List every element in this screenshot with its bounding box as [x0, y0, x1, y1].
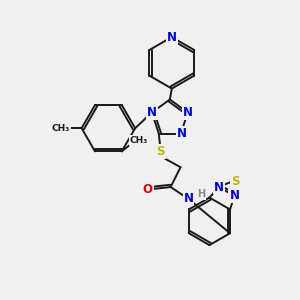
Text: H: H [197, 189, 206, 199]
Text: N: N [230, 189, 239, 203]
Text: O: O [143, 182, 153, 196]
Text: S: S [157, 145, 165, 158]
Text: CH₃: CH₃ [130, 136, 148, 145]
Text: S: S [231, 175, 240, 188]
Text: N: N [147, 106, 157, 119]
Text: N: N [183, 106, 193, 119]
Text: CH₃: CH₃ [52, 124, 70, 133]
Text: N: N [177, 127, 187, 140]
Text: N: N [214, 181, 224, 194]
Text: N: N [167, 31, 177, 44]
Text: N: N [184, 192, 194, 206]
